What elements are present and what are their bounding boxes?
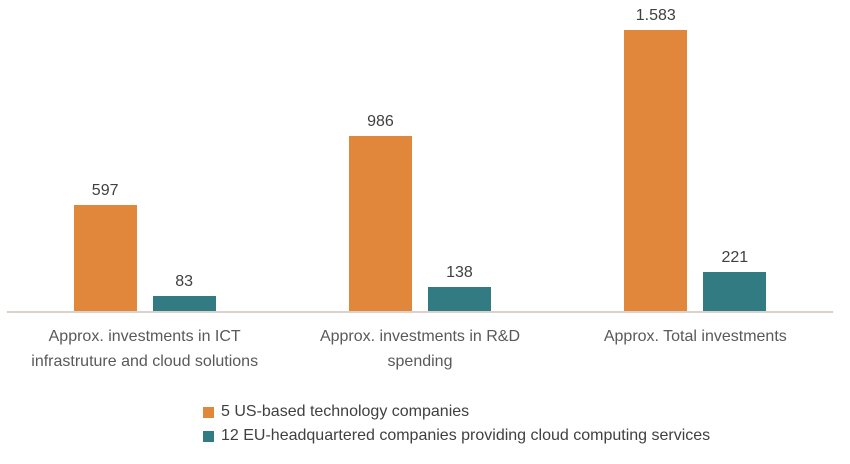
bar-column: 597 <box>73 182 137 311</box>
legend-label-us: 5 US-based technology companies <box>221 403 470 420</box>
value-label-eu-rd: 138 <box>446 264 473 281</box>
legend-swatch-us-icon <box>203 406 214 418</box>
value-label-eu-total: 221 <box>721 249 749 266</box>
legend-item-us: 5 US-based technology companies <box>203 401 850 423</box>
bar-us-total <box>624 30 688 311</box>
category-group-total: 1.583 221 <box>558 0 833 311</box>
bar-eu-ict <box>152 296 216 311</box>
category-label-total: Approx. Total investments <box>603 328 787 345</box>
category-group-rd: 986 138 <box>282 0 557 311</box>
bar-column: 221 <box>703 249 767 311</box>
legend-item-eu: 12 EU-headquartered companies providing … <box>203 425 850 447</box>
bar-us-rd <box>348 136 412 311</box>
value-label-us-rd: 986 <box>367 113 394 130</box>
x-axis-line <box>7 311 833 313</box>
value-label-us-ict: 597 <box>91 182 119 199</box>
value-label-eu-ict: 83 <box>175 273 194 290</box>
bar-eu-total <box>703 272 767 311</box>
legend-label-eu: 12 EU-headquartered companies providing … <box>221 427 711 444</box>
category-group-ict: 597 83 <box>7 0 282 311</box>
bar-column: 986 <box>348 113 412 311</box>
bar-column: 83 <box>152 273 216 311</box>
category-label-ict: Approx. investments in ICT infrastruture… <box>31 328 259 370</box>
legend-swatch-eu-icon <box>203 430 214 442</box>
bar-eu-rd <box>427 287 491 311</box>
legend: 5 US-based technology companies 12 EU-he… <box>203 401 850 447</box>
value-label-us-total: 1.583 <box>635 7 676 24</box>
plot-area: 597 83 986 138 <box>7 0 833 313</box>
category-label-rd: Approx. investments in R&D spending <box>319 328 521 370</box>
x-axis-category-labels: Approx. investments in ICT infrastruture… <box>7 313 833 374</box>
bar-us-ict <box>73 205 137 311</box>
bar-column: 138 <box>427 264 491 311</box>
bar-groups: 597 83 986 138 <box>7 0 833 311</box>
bar-column: 1.583 <box>624 7 688 311</box>
